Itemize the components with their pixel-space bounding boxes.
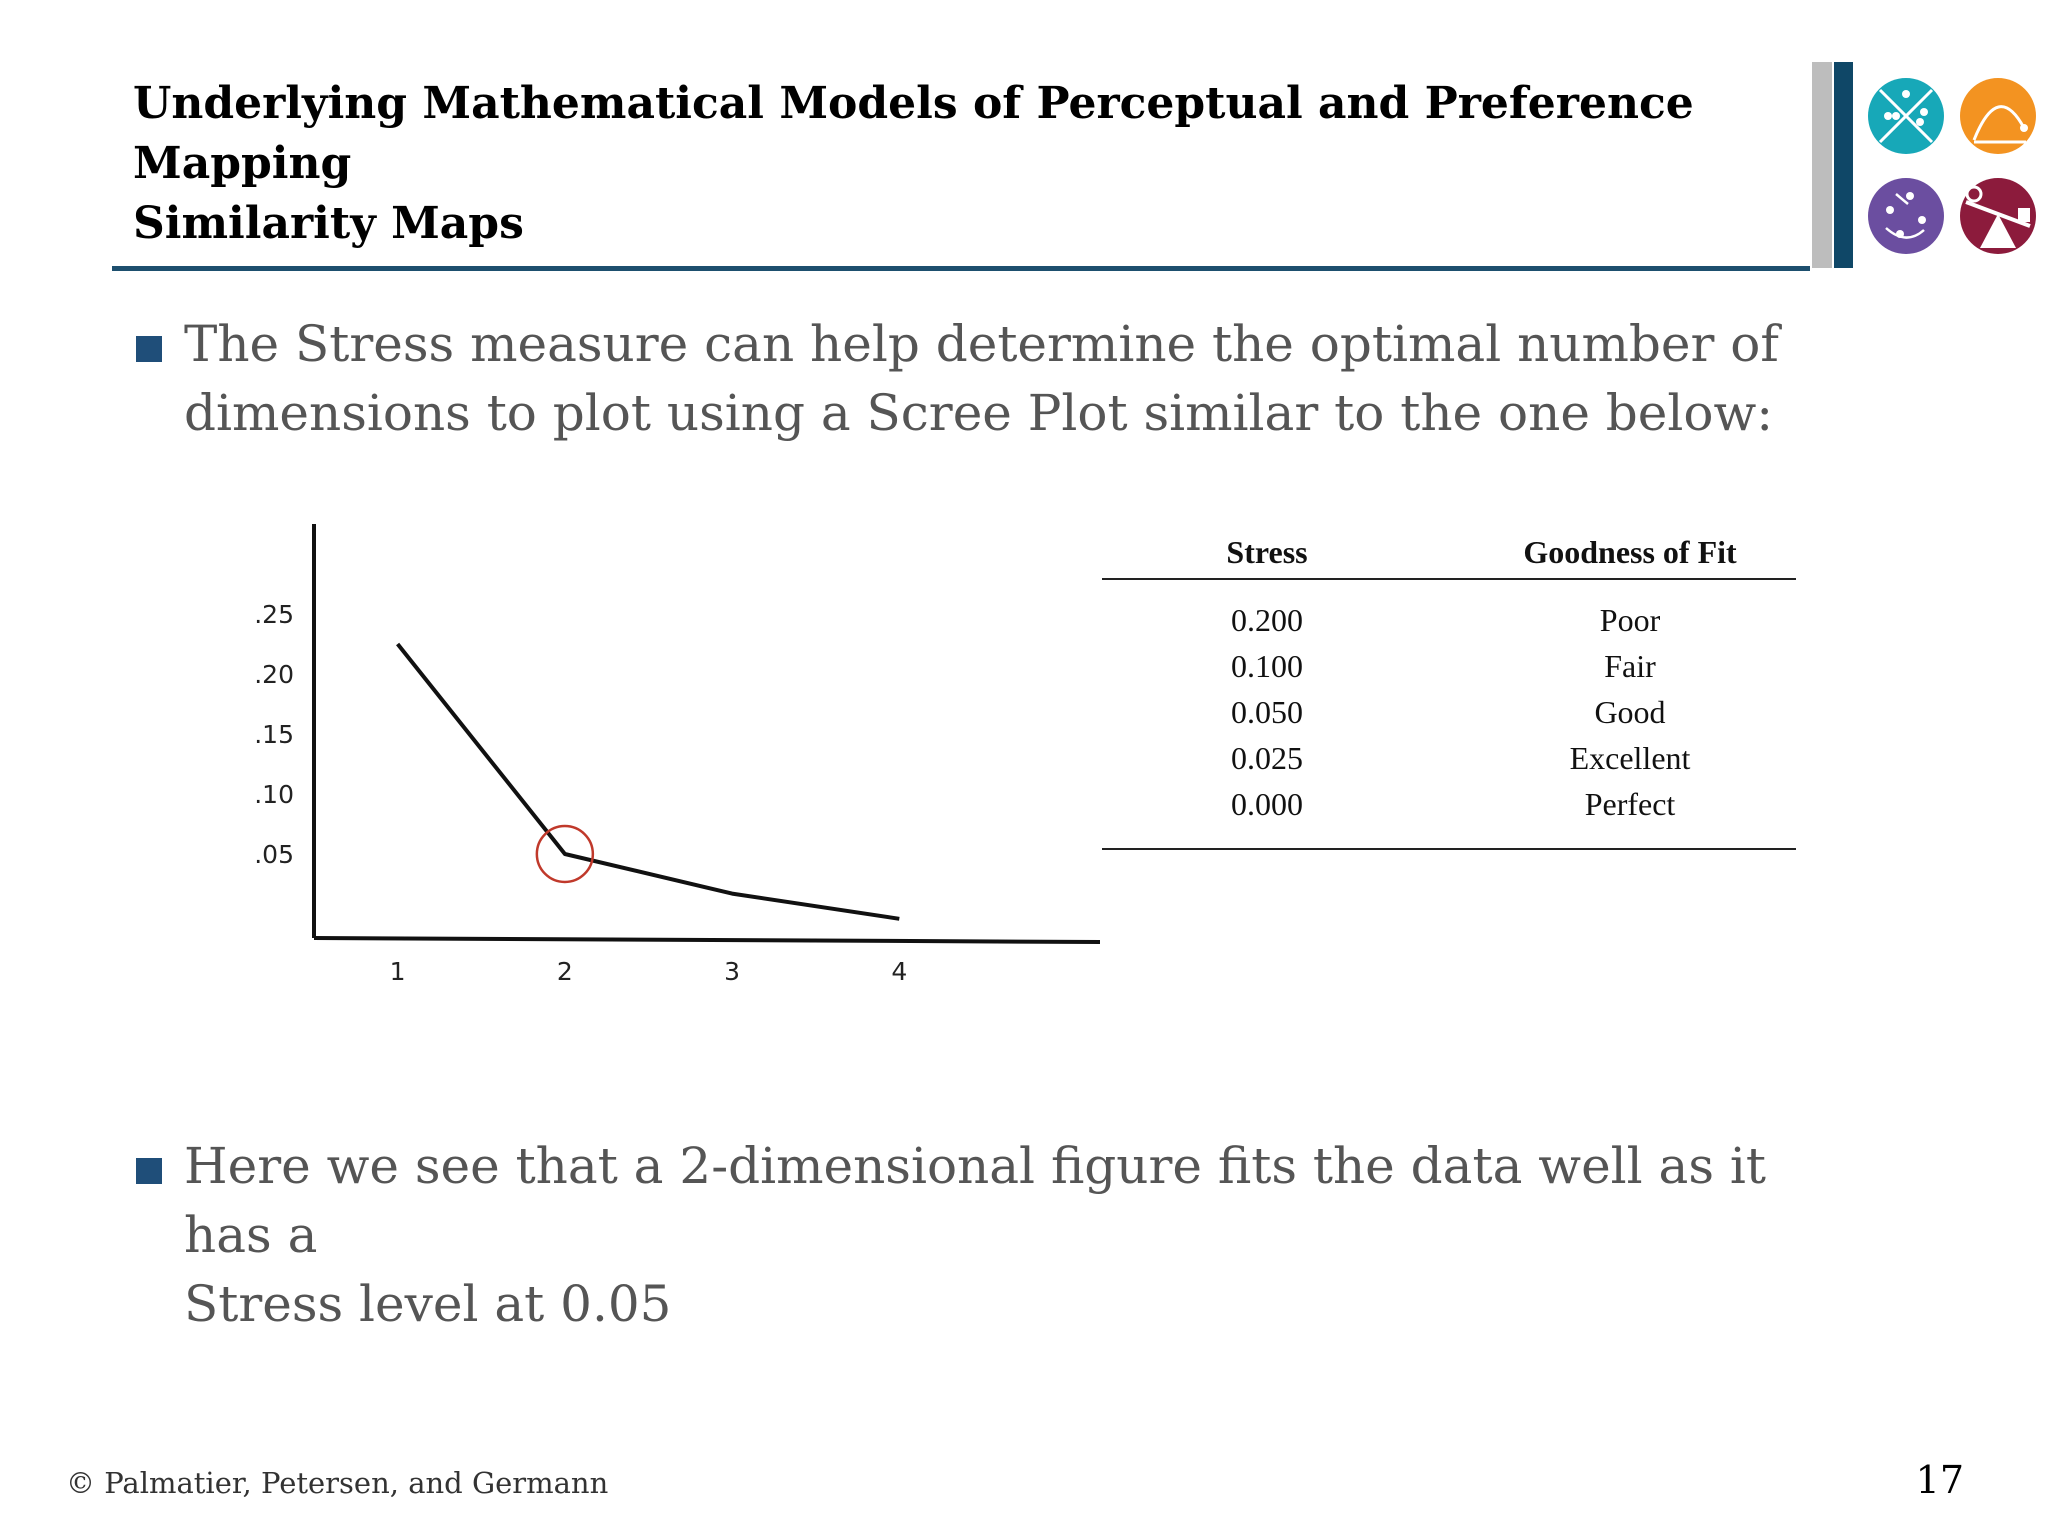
x-tick-label: 1 xyxy=(390,957,406,986)
bullet-text-1: The Stress measure can help determine th… xyxy=(184,310,1824,448)
title-underline xyxy=(112,266,1810,271)
bullet-1-line1: The Stress measure can help determine th… xyxy=(184,315,1779,373)
fit-label: Excellent xyxy=(1569,740,1691,776)
bullet-2-line2: Stress level at 0.05 xyxy=(184,1275,672,1333)
seesaw-balance-icon xyxy=(1960,178,2036,254)
x-axis xyxy=(313,936,1101,944)
table-body: 0.200 Poor 0.100 Fair 0.050 Good 0.025 E… xyxy=(1102,580,1796,850)
bullet-2-line1: Here we see that a 2-dimensional figure … xyxy=(184,1137,1766,1264)
x-tick-label: 2 xyxy=(557,957,573,986)
stress-value: 0.100 xyxy=(1231,648,1303,684)
header-goodness-of-fit: Goodness of Fit xyxy=(1523,534,1737,570)
accent-bar-navy xyxy=(1834,62,1853,268)
fit-label: Poor xyxy=(1599,602,1661,638)
slide-title-line1: Underlying Mathematical Models of Percep… xyxy=(133,78,1694,189)
slide-title-line2: Similarity Maps xyxy=(133,198,524,249)
fit-label: Perfect xyxy=(1584,786,1676,822)
x-tick-label: 4 xyxy=(891,957,907,986)
x-tick-labels: 1 2 3 4 xyxy=(390,957,908,986)
y-tick-labels: .05 .10 .15 .20 .25 xyxy=(254,600,294,869)
table-row: 0.000 Perfect xyxy=(1102,786,1796,832)
table-header: Stress Goodness of Fit xyxy=(1102,530,1796,580)
bullet-1-line2: dimensions to plot using a Scree Plot si… xyxy=(184,384,1774,442)
bullet-text-2: Here we see that a 2-dimensional figure … xyxy=(184,1132,1824,1339)
stress-value: 0.025 xyxy=(1231,740,1303,776)
scree-plot: .05 .10 .15 .20 .25 1 2 3 4 xyxy=(254,524,1101,986)
elbow-highlight-circle xyxy=(535,824,595,884)
fit-label: Fair xyxy=(1604,648,1656,684)
bullet-marker-2 xyxy=(136,1158,162,1184)
curve-arc-icon xyxy=(1960,78,2036,154)
fit-label: Good xyxy=(1594,694,1666,730)
x-tick-label: 3 xyxy=(724,957,740,986)
scatter-dots-icon xyxy=(1868,78,1944,154)
stress-value: 0.000 xyxy=(1231,786,1303,822)
header-stress: Stress xyxy=(1226,534,1308,570)
accent-bar-gray xyxy=(1812,62,1832,268)
stress-value: 0.050 xyxy=(1231,694,1303,730)
stress-value: 0.200 xyxy=(1231,602,1303,638)
page-number: 17 xyxy=(1915,1458,1964,1502)
table-row: 0.100 Fair xyxy=(1102,648,1796,694)
table-row: 0.050 Good xyxy=(1102,694,1796,740)
y-tick-label: .20 xyxy=(254,660,294,689)
logo-icon-grid xyxy=(1868,78,2036,254)
stress-series-line xyxy=(396,642,900,921)
stress-fit-table: Stress Goodness of Fit 0.200 Poor 0.100 … xyxy=(1102,530,1796,850)
y-tick-label: .15 xyxy=(254,720,294,749)
copyright-footer: © Palmatier, Petersen, and Germann xyxy=(66,1466,609,1500)
table-row: 0.200 Poor xyxy=(1102,602,1796,648)
y-tick-label: .05 xyxy=(254,840,294,869)
slide-title: Underlying Mathematical Models of Percep… xyxy=(133,74,1773,254)
y-tick-label: .25 xyxy=(254,600,294,629)
bullet-marker-1 xyxy=(136,336,162,362)
table-row: 0.025 Excellent xyxy=(1102,740,1796,786)
y-tick-label: .10 xyxy=(254,780,294,809)
cluster-arrows-icon xyxy=(1868,178,1944,254)
